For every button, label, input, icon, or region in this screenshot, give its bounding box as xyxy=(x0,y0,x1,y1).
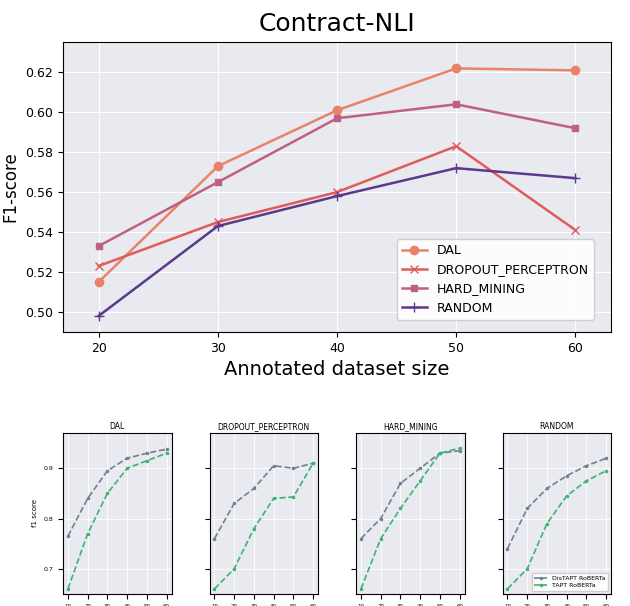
DAL xyxy=(333,107,341,114)
TAPT RoBERTa xyxy=(84,530,91,538)
DisTAPT RoBERTa xyxy=(524,505,531,512)
DROPOUT_PERCEPTRON xyxy=(214,218,222,225)
DisTAPT RoBERTa xyxy=(602,454,610,462)
DisTAPT RoBERTa xyxy=(231,500,238,507)
DAL xyxy=(571,67,579,74)
HARD_MINING xyxy=(333,115,341,122)
TAPT RoBERTa xyxy=(357,585,365,593)
HARD_MINING xyxy=(452,101,460,108)
TAPT RoBERTa xyxy=(563,492,571,499)
DisTAPT RoBERTa xyxy=(504,545,512,552)
DROPOUT_PERCEPTRON xyxy=(95,262,103,270)
DisTAPT RoBERTa xyxy=(456,447,464,454)
Title: DROPOUT_PERCEPTRON: DROPOUT_PERCEPTRON xyxy=(217,422,310,431)
TAPT RoBERTa xyxy=(524,565,531,573)
RANDOM xyxy=(95,312,103,319)
DisTAPT RoBERTa xyxy=(397,480,404,487)
TAPT RoBERTa xyxy=(210,585,218,593)
Line: DisTAPT RoBERTa: DisTAPT RoBERTa xyxy=(66,447,169,538)
Line: TAPT RoBERTa: TAPT RoBERTa xyxy=(359,446,462,591)
TAPT RoBERTa xyxy=(602,467,610,474)
TAPT RoBERTa xyxy=(290,493,297,501)
DisTAPT RoBERTa xyxy=(64,533,72,540)
TAPT RoBERTa xyxy=(436,450,444,457)
RANDOM xyxy=(571,175,579,182)
Line: TAPT RoBERTa: TAPT RoBERTa xyxy=(212,461,315,591)
DisTAPT RoBERTa xyxy=(563,472,571,479)
DisTAPT RoBERTa xyxy=(103,467,111,474)
Line: DisTAPT RoBERTa: DisTAPT RoBERTa xyxy=(505,456,608,551)
Line: TAPT RoBERTa: TAPT RoBERTa xyxy=(66,451,169,591)
TAPT RoBERTa xyxy=(504,585,512,593)
DisTAPT RoBERTa xyxy=(309,459,317,467)
DROPOUT_PERCEPTRON xyxy=(571,227,579,234)
Line: DAL: DAL xyxy=(94,64,580,286)
TAPT RoBERTa xyxy=(377,535,384,542)
Line: TAPT RoBERTa: TAPT RoBERTa xyxy=(505,468,608,591)
DisTAPT RoBERTa xyxy=(357,535,365,542)
RANDOM xyxy=(333,193,341,200)
DisTAPT RoBERTa xyxy=(250,485,258,492)
TAPT RoBERTa xyxy=(309,459,317,467)
Line: DisTAPT RoBERTa: DisTAPT RoBERTa xyxy=(212,461,315,541)
TAPT RoBERTa xyxy=(143,457,151,464)
DROPOUT_PERCEPTRON xyxy=(333,188,341,196)
Line: DROPOUT_PERCEPTRON: DROPOUT_PERCEPTRON xyxy=(94,142,580,270)
TAPT RoBERTa xyxy=(583,477,590,484)
TAPT RoBERTa xyxy=(103,490,111,497)
Line: HARD_MINING: HARD_MINING xyxy=(95,101,579,250)
RANDOM xyxy=(452,164,460,171)
DisTAPT RoBERTa xyxy=(210,535,218,542)
Y-axis label: F1-score: F1-score xyxy=(2,152,20,222)
HARD_MINING xyxy=(571,125,579,132)
HARD_MINING xyxy=(95,242,103,250)
DisTAPT RoBERTa xyxy=(290,465,297,472)
DAL xyxy=(95,278,103,285)
Legend: DAL, DROPOUT_PERCEPTRON, HARD_MINING, RANDOM: DAL, DROPOUT_PERCEPTRON, HARD_MINING, RA… xyxy=(397,239,594,320)
Legend: DisTAPT RoBERTa, TAPT RoBERTa: DisTAPT RoBERTa, TAPT RoBERTa xyxy=(532,573,608,591)
HARD_MINING xyxy=(214,179,222,186)
DisTAPT RoBERTa xyxy=(84,494,91,502)
Line: RANDOM: RANDOM xyxy=(94,163,580,321)
DisTAPT RoBERTa xyxy=(123,454,131,462)
DisTAPT RoBERTa xyxy=(143,450,151,457)
TAPT RoBERTa xyxy=(543,520,551,527)
DAL xyxy=(452,65,460,72)
TAPT RoBERTa xyxy=(64,585,72,593)
Title: RANDOM: RANDOM xyxy=(539,422,574,431)
DisTAPT RoBERTa xyxy=(583,462,590,470)
TAPT RoBERTa xyxy=(456,445,464,452)
DisTAPT RoBERTa xyxy=(270,462,277,470)
DisTAPT RoBERTa xyxy=(163,445,170,453)
Title: HARD_MINING: HARD_MINING xyxy=(383,422,438,431)
Y-axis label: f1 score: f1 score xyxy=(32,499,38,527)
Title: Contract-NLI: Contract-NLI xyxy=(259,12,415,36)
TAPT RoBERTa xyxy=(416,477,424,484)
DAL xyxy=(214,162,222,170)
RANDOM xyxy=(214,222,222,230)
Title: DAL: DAL xyxy=(110,422,125,431)
TAPT RoBERTa xyxy=(250,525,258,532)
DisTAPT RoBERTa xyxy=(377,515,384,522)
TAPT RoBERTa xyxy=(231,565,238,573)
DisTAPT RoBERTa xyxy=(416,465,424,472)
TAPT RoBERTa xyxy=(123,465,131,472)
DisTAPT RoBERTa xyxy=(543,485,551,492)
DisTAPT RoBERTa xyxy=(436,450,444,457)
TAPT RoBERTa xyxy=(397,505,404,512)
Line: DisTAPT RoBERTa: DisTAPT RoBERTa xyxy=(359,448,462,541)
TAPT RoBERTa xyxy=(163,450,170,457)
TAPT RoBERTa xyxy=(270,494,277,502)
X-axis label: Annotated dataset size: Annotated dataset size xyxy=(224,360,450,379)
DROPOUT_PERCEPTRON xyxy=(452,142,460,150)
